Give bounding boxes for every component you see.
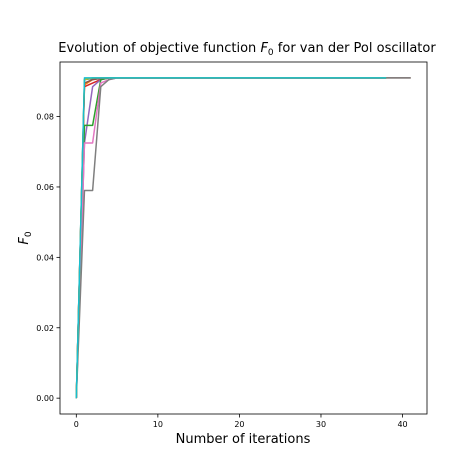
plot-area-frame	[59, 61, 428, 415]
x-axis: 0 10 20 30 40	[74, 414, 408, 429]
x-tick-label: 40	[397, 420, 407, 429]
series-group	[75, 77, 411, 399]
y-tick-label: 0.08	[36, 113, 54, 122]
y-tick-label: 0.06	[36, 183, 54, 192]
y-tick-label: 0.02	[36, 324, 54, 333]
y-tick-label: 0.04	[36, 253, 54, 262]
chart-title: Evolution of objective function F0 for v…	[58, 41, 436, 58]
x-tick-label: 10	[153, 420, 163, 429]
x-tick-label: 30	[316, 420, 326, 429]
x-tick-label: 0	[74, 420, 79, 429]
y-axis: 0.00 0.02 0.04 0.06 0.08	[36, 113, 60, 403]
x-axis-label: Number of iterations	[176, 432, 311, 447]
y-tick-label: 0.00	[36, 394, 54, 403]
y-axis-label: F0	[17, 231, 34, 244]
series-line-10	[75, 77, 387, 399]
x-tick-label: 20	[234, 420, 244, 429]
